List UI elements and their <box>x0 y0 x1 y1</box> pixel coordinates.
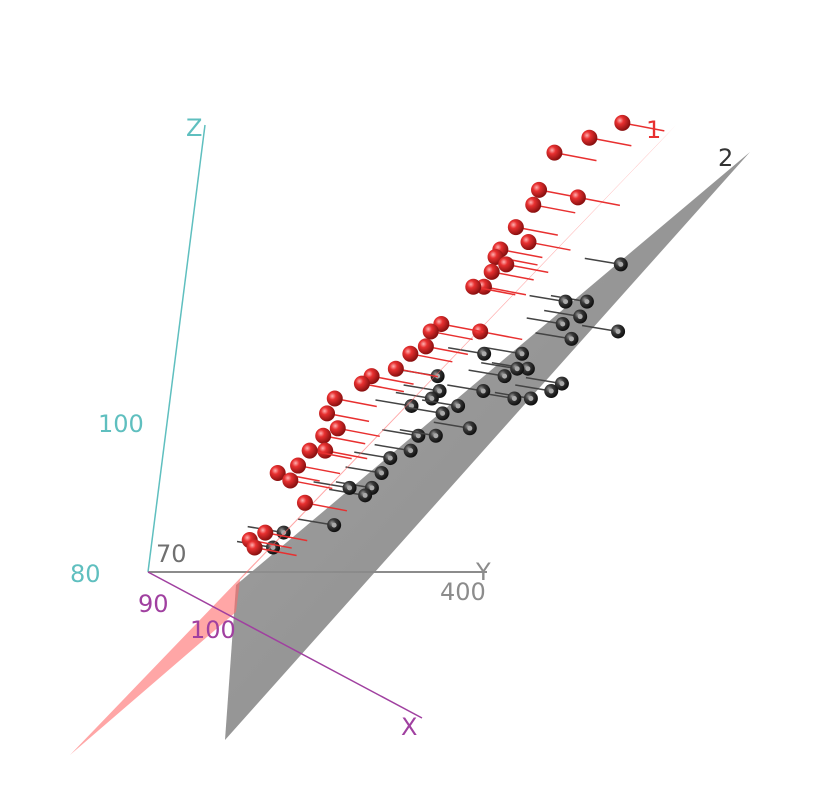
data-point-group-1 <box>417 338 434 355</box>
data-point-group-1 <box>319 405 336 422</box>
x-axis-label: X <box>401 713 417 741</box>
data-point-group-1 <box>546 144 563 161</box>
plane-group-2 <box>225 152 750 740</box>
data-point-highlight <box>387 455 393 461</box>
data-point-group-1 <box>290 457 307 474</box>
data-point-highlight <box>467 425 473 431</box>
x-tick-100: 100 <box>190 616 236 644</box>
data-point-group-1 <box>507 219 524 236</box>
data-point-highlight <box>514 366 520 372</box>
data-point-highlight <box>281 530 287 536</box>
data-point-group-1 <box>422 323 439 340</box>
data-point-highlight <box>362 492 368 498</box>
data-point-highlight <box>415 433 421 439</box>
data-point-highlight <box>563 299 569 305</box>
data-point-highlight <box>519 351 525 357</box>
data-point-highlight <box>437 388 443 394</box>
data-point-highlight <box>331 522 337 528</box>
data-point-group-1 <box>569 189 586 206</box>
data-point-group-1 <box>269 465 286 481</box>
plane-label-2: 2 <box>718 144 733 172</box>
data-point-highlight <box>379 470 385 476</box>
data-point-group-1 <box>402 345 419 362</box>
plane-label-1: 1 <box>646 116 661 144</box>
data-point-group-1 <box>614 114 631 131</box>
data-point-group-1 <box>246 539 263 556</box>
data-point-group-1 <box>301 442 318 459</box>
data-point-group-1 <box>315 427 332 444</box>
data-point-group-1 <box>296 494 313 511</box>
data-point-highlight <box>511 396 517 401</box>
data-point-highlight <box>480 388 486 394</box>
data-point-highlight <box>347 485 353 491</box>
data-point-group-1 <box>257 524 274 541</box>
data-point-group-1 <box>329 420 346 437</box>
data-point-group-1 <box>387 360 404 377</box>
data-point-group-1 <box>326 390 343 407</box>
data-point-highlight <box>408 403 414 409</box>
data-point-highlight <box>369 485 375 491</box>
z-tick-80: 80 <box>70 560 101 588</box>
data-point-highlight <box>440 410 446 416</box>
data-point-highlight <box>525 366 531 372</box>
data-point-highlight <box>618 261 624 267</box>
data-point-highlight <box>429 396 435 401</box>
data-point-group-1 <box>353 375 370 392</box>
data-point-highlight <box>502 373 508 379</box>
z-axis-line <box>147 124 206 573</box>
data-point-highlight <box>548 388 554 394</box>
data-point-highlight <box>560 321 566 327</box>
data-point-highlight <box>408 448 414 454</box>
data-point-highlight <box>528 396 534 401</box>
data-point-group-1 <box>483 263 500 280</box>
data-point-highlight <box>455 403 461 409</box>
y-tick-400: 400 <box>440 578 486 606</box>
z-axis-label: Z <box>186 114 202 142</box>
data-point-group-1 <box>465 278 482 295</box>
data-point-highlight <box>577 314 583 320</box>
data-point-group-1 <box>498 256 515 273</box>
data-point-group-1 <box>531 181 548 198</box>
data-point-group-1 <box>520 234 537 251</box>
data-point-highlight <box>481 351 487 357</box>
y-axis-label: Y <box>475 558 491 586</box>
x-axis-line <box>147 571 423 719</box>
z-tick-100: 100 <box>98 410 144 438</box>
data-point-highlight <box>615 328 621 334</box>
data-point-group-1 <box>282 472 299 489</box>
plane-group-1 <box>70 125 676 755</box>
data-point-group-1 <box>317 442 334 459</box>
data-point-highlight <box>559 381 565 387</box>
data-point-highlight <box>433 433 439 439</box>
x-tick-90: 90 <box>138 590 169 618</box>
data-point-highlight <box>584 299 590 305</box>
data-point-highlight <box>568 336 574 342</box>
y-tick-70: 70 <box>156 540 187 568</box>
data-point-group-1 <box>525 196 542 213</box>
data-point-group-1 <box>581 129 598 146</box>
